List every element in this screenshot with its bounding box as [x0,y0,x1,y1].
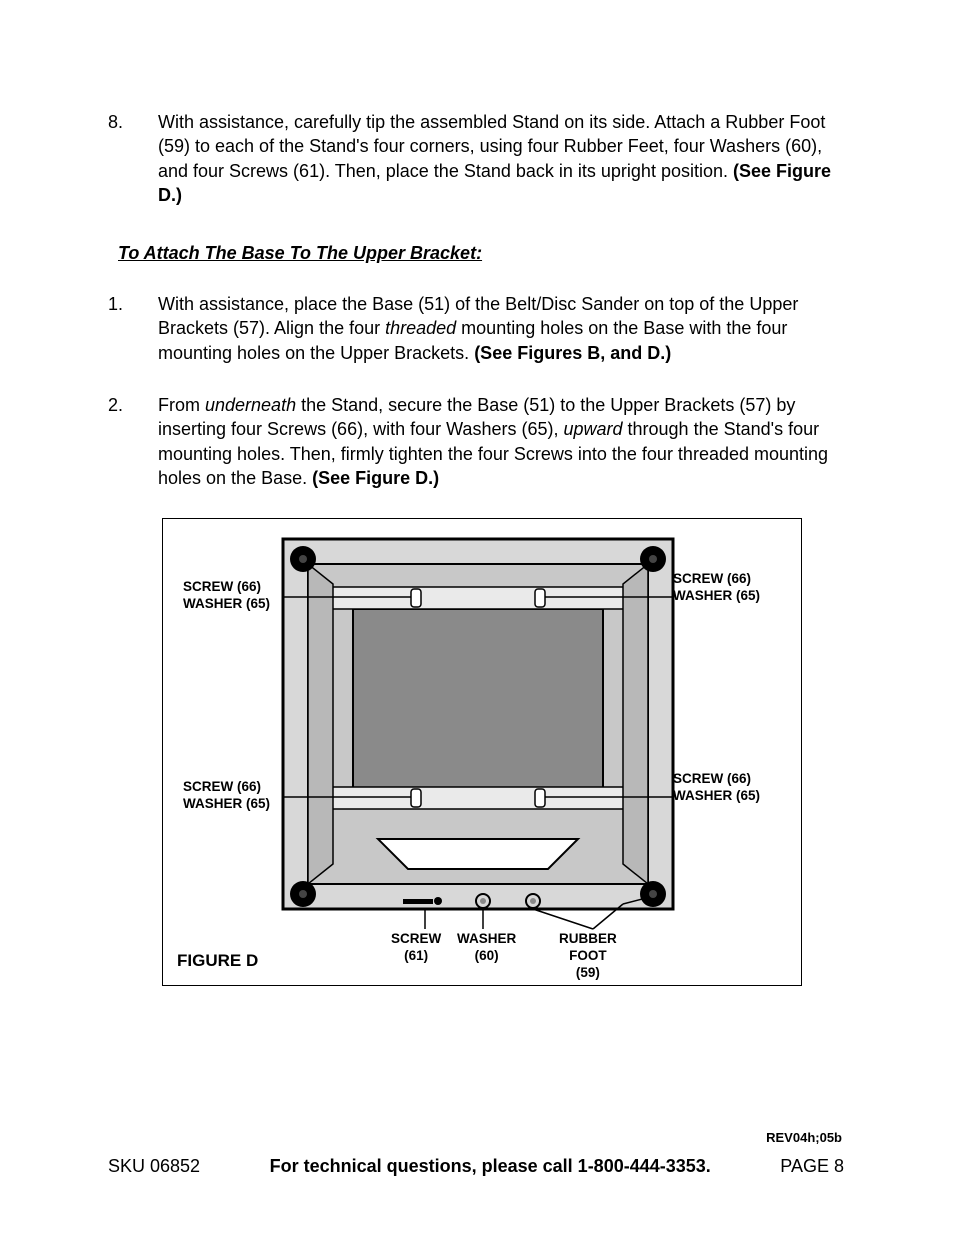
callout-line: WASHER (65) [673,788,760,805]
step-ref: (See Figures B, and D.) [474,343,671,363]
callout-washer: WASHER (60) [457,931,516,965]
step-ref: (See Figure D.) [312,468,439,488]
callout-line: SCREW [391,931,441,948]
step-body: With assistance, carefully tip the assem… [158,110,844,207]
instruction-step-8: 8. With assistance, carefully tip the as… [108,110,844,207]
figure-d: SCREW (66) WASHER (65) SCREW (66) WASHER… [162,518,802,986]
step-number: 8. [108,110,158,207]
revision-code: REV04h;05b [766,1130,842,1145]
step-number: 2. [108,393,158,490]
step-text: With assistance, carefully tip the assem… [158,112,825,181]
step-italic: upward [563,419,622,439]
callout-line: SCREW (66) [673,771,760,788]
callout-rubber-foot: RUBBER FOOT (59) [559,931,617,982]
callout-line: (60) [457,948,516,965]
callout-top-right: SCREW (66) WASHER (65) [673,571,760,605]
callout-mid-left: SCREW (66) WASHER (65) [183,779,270,813]
instruction-step-1: 1. With assistance, place the Base (51) … [108,292,844,365]
callout-line: SCREW (66) [673,571,760,588]
step-body: With assistance, place the Base (51) of … [158,292,844,365]
callout-line: WASHER (65) [673,588,760,605]
step-italic: threaded [385,318,456,338]
sku-label: SKU 06852 [108,1156,200,1177]
step-text: From [158,395,205,415]
callout-line: (59) [559,965,617,982]
callout-line: SCREW (66) [183,779,270,796]
callout-top-left: SCREW (66) WASHER (65) [183,579,270,613]
page-number: PAGE 8 [780,1156,844,1177]
support-phone: For technical questions, please call 1-8… [270,1156,711,1177]
figure-label: FIGURE D [177,951,258,971]
step-body: From underneath the Stand, secure the Ba… [158,393,844,490]
callout-line: WASHER (65) [183,596,270,613]
callout-line: RUBBER [559,931,617,948]
step-number: 1. [108,292,158,365]
section-heading: To Attach The Base To The Upper Bracket: [118,243,844,264]
callout-line: WASHER (65) [183,796,270,813]
callout-screw: SCREW (61) [391,931,441,965]
callout-line: SCREW (66) [183,579,270,596]
page-footer: SKU 06852 For technical questions, pleas… [108,1156,844,1177]
callout-line: (61) [391,948,441,965]
callout-line: FOOT [559,948,617,965]
step-italic: underneath [205,395,296,415]
callout-mid-right: SCREW (66) WASHER (65) [673,771,760,805]
instruction-step-2: 2. From underneath the Stand, secure the… [108,393,844,490]
callout-line: WASHER [457,931,516,948]
